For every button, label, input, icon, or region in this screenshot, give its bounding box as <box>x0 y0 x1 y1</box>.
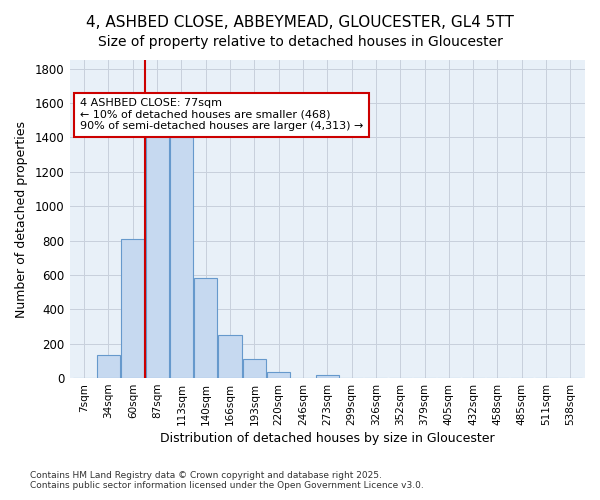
Bar <box>146 122 169 378</box>
Bar <box>170 138 193 378</box>
Bar <box>97 355 120 378</box>
Bar <box>194 278 217 378</box>
Y-axis label: Number of detached properties: Number of detached properties <box>15 120 28 318</box>
Text: 4 ASHBED CLOSE: 77sqm
← 10% of detached houses are smaller (468)
90% of semi-det: 4 ASHBED CLOSE: 77sqm ← 10% of detached … <box>80 98 363 132</box>
Bar <box>316 374 339 378</box>
Text: 4, ASHBED CLOSE, ABBEYMEAD, GLOUCESTER, GL4 5TT: 4, ASHBED CLOSE, ABBEYMEAD, GLOUCESTER, … <box>86 15 514 30</box>
Bar <box>218 335 242 378</box>
Bar <box>267 372 290 378</box>
Bar <box>121 239 145 378</box>
Text: Contains HM Land Registry data © Crown copyright and database right 2025.
Contai: Contains HM Land Registry data © Crown c… <box>30 470 424 490</box>
Text: Size of property relative to detached houses in Gloucester: Size of property relative to detached ho… <box>98 35 502 49</box>
Bar <box>243 359 266 378</box>
X-axis label: Distribution of detached houses by size in Gloucester: Distribution of detached houses by size … <box>160 432 494 445</box>
